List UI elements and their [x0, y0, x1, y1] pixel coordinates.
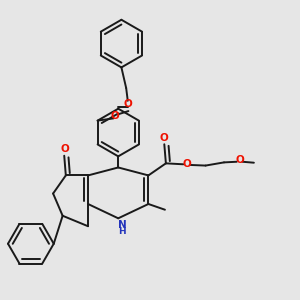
Text: O: O [182, 159, 191, 169]
Text: O: O [123, 99, 132, 109]
Text: N: N [118, 220, 126, 230]
Text: O: O [160, 133, 169, 143]
Text: O: O [236, 155, 244, 166]
Text: H: H [118, 227, 126, 236]
Text: O: O [61, 144, 69, 154]
Text: O: O [111, 111, 119, 121]
